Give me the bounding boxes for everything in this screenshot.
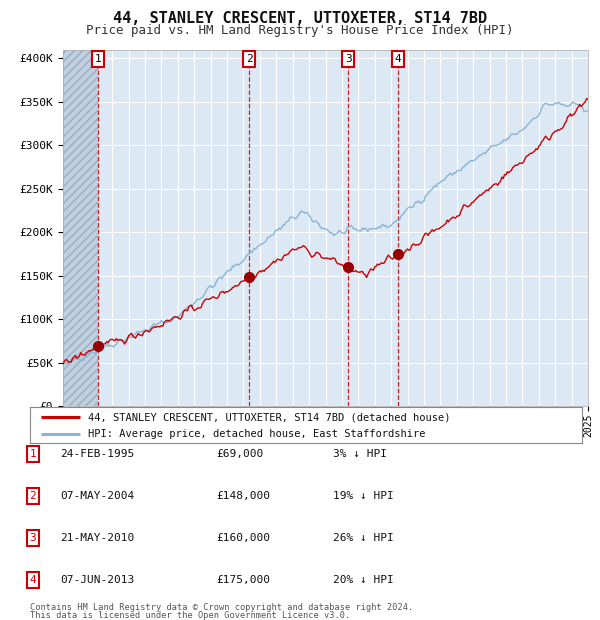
Text: 26% ↓ HPI: 26% ↓ HPI <box>333 533 394 543</box>
Text: Price paid vs. HM Land Registry's House Price Index (HPI): Price paid vs. HM Land Registry's House … <box>86 24 514 37</box>
Text: £69,000: £69,000 <box>216 449 263 459</box>
Text: £175,000: £175,000 <box>216 575 270 585</box>
Text: 2: 2 <box>246 54 253 64</box>
Text: 24-FEB-1995: 24-FEB-1995 <box>60 449 134 459</box>
Text: £148,000: £148,000 <box>216 491 270 501</box>
Text: 2: 2 <box>29 491 37 501</box>
Text: 4: 4 <box>29 575 37 585</box>
Text: 1: 1 <box>95 54 101 64</box>
Text: HPI: Average price, detached house, East Staffordshire: HPI: Average price, detached house, East… <box>88 428 425 438</box>
Text: 20% ↓ HPI: 20% ↓ HPI <box>333 575 394 585</box>
Text: Contains HM Land Registry data © Crown copyright and database right 2024.: Contains HM Land Registry data © Crown c… <box>30 603 413 612</box>
Text: 1: 1 <box>29 449 37 459</box>
Text: 21-MAY-2010: 21-MAY-2010 <box>60 533 134 543</box>
Text: 07-MAY-2004: 07-MAY-2004 <box>60 491 134 501</box>
Text: 3: 3 <box>29 533 37 543</box>
Text: 3% ↓ HPI: 3% ↓ HPI <box>333 449 387 459</box>
Text: 19% ↓ HPI: 19% ↓ HPI <box>333 491 394 501</box>
Text: 3: 3 <box>345 54 352 64</box>
Text: This data is licensed under the Open Government Licence v3.0.: This data is licensed under the Open Gov… <box>30 611 350 620</box>
Text: 4: 4 <box>395 54 401 64</box>
Text: £160,000: £160,000 <box>216 533 270 543</box>
Text: 07-JUN-2013: 07-JUN-2013 <box>60 575 134 585</box>
Text: 44, STANLEY CRESCENT, UTTOXETER, ST14 7BD (detached house): 44, STANLEY CRESCENT, UTTOXETER, ST14 7B… <box>88 412 451 422</box>
Text: 44, STANLEY CRESCENT, UTTOXETER, ST14 7BD: 44, STANLEY CRESCENT, UTTOXETER, ST14 7B… <box>113 11 487 26</box>
